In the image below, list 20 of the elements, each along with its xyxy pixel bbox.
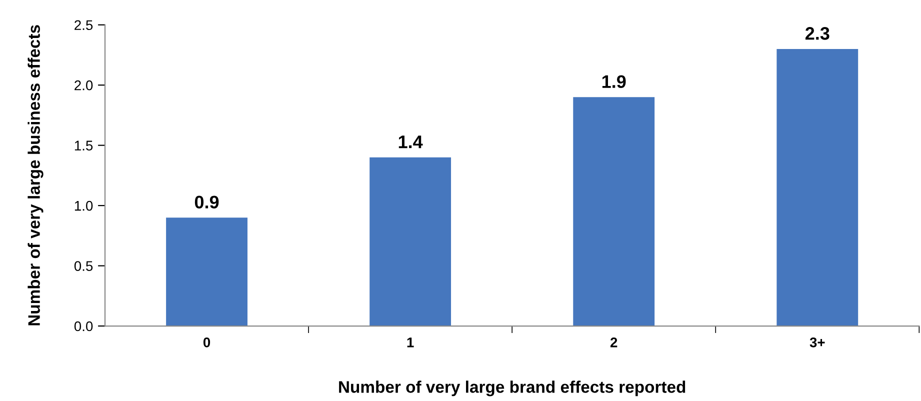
x-tick-label: 0 (203, 337, 210, 348)
y-tick-label: 0.0 (74, 321, 93, 332)
y-tick-label: 2.0 (74, 80, 93, 90)
x-tick-label: 1 (407, 338, 414, 348)
data-label: 0.9 (194, 196, 219, 208)
y-tick-label: 1.5 (74, 140, 93, 150)
bar (370, 157, 452, 326)
data-label: 2.3 (805, 27, 830, 40)
y-tick-label: 0.5 (74, 261, 93, 271)
bar (776, 48, 858, 326)
data-label: 1.4 (398, 136, 423, 148)
x-tick-label: 3+ (810, 337, 825, 348)
x-axis-title: Number of very large brand effects reported (339, 380, 686, 396)
x-tick-label: 2 (610, 337, 618, 348)
y-tick-label: 2.5 (74, 20, 93, 30)
bar (573, 97, 655, 326)
bar (166, 218, 248, 326)
data-label: 1.9 (602, 75, 626, 88)
y-axis-title: Number of very large business effects (28, 25, 44, 326)
y-tick-label: 1.0 (74, 200, 93, 211)
